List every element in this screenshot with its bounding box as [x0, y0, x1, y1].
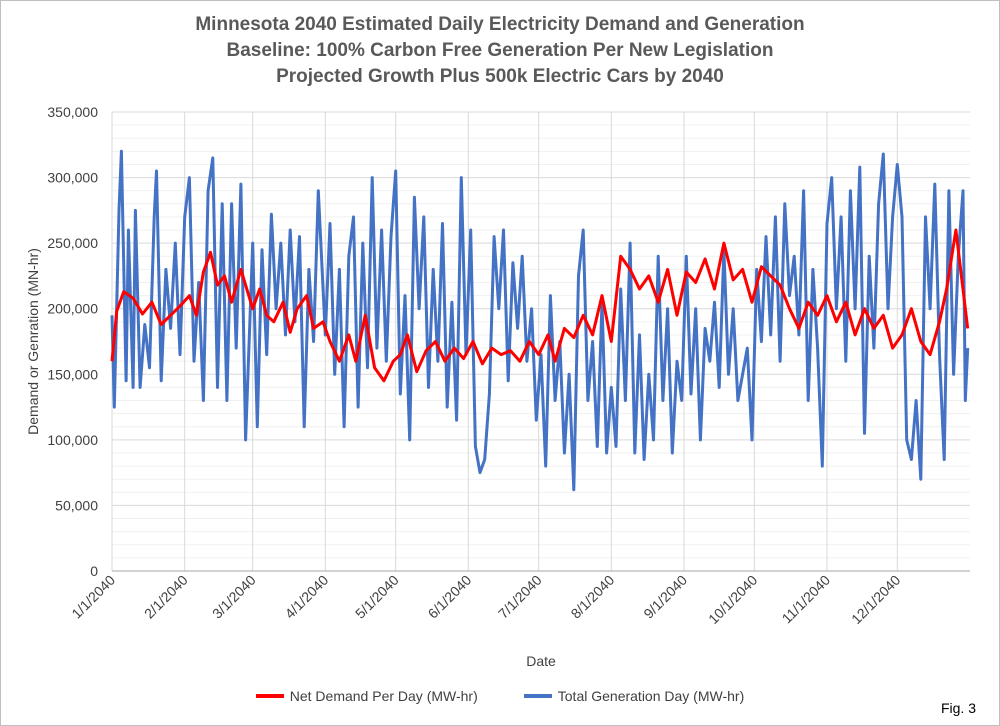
y-axis-label: Demand or Genration (MN-hr) — [25, 248, 41, 435]
legend-item-demand: Net Demand Per Day (MW-hr) — [255, 688, 478, 704]
x-tick-label: 11/1/2040 — [778, 572, 833, 627]
chart-title-line-1: Minnesota 2040 Estimated Daily Electrici… — [195, 14, 805, 35]
y-tick-label: 100,000 — [47, 432, 98, 448]
legend-label-demand: Net Demand Per Day (MW-hr) — [289, 688, 478, 704]
legend-swatch-generation — [523, 694, 552, 698]
y-tick-label: 50,000 — [55, 497, 98, 513]
series-line-net-demand — [110, 228, 970, 383]
x-tick-label: 1/1/2040 — [68, 572, 118, 622]
y-tick-label: 0 — [90, 563, 98, 579]
x-tick-label: 2/1/2040 — [141, 572, 191, 622]
y-tick-label: 300,000 — [47, 170, 98, 186]
legend-swatch-demand — [255, 694, 284, 698]
chart-title-line-3: Projected Growth Plus 500k Electric Cars… — [276, 66, 724, 87]
x-tick-label: 8/1/2040 — [568, 572, 618, 622]
x-tick-label: 5/1/2040 — [352, 572, 402, 622]
legend-label-generation: Total Generation Day (MW-hr) — [557, 688, 745, 704]
x-tick-label: 9/1/2040 — [640, 572, 690, 622]
x-tick-label: 7/1/2040 — [495, 572, 545, 622]
legend-item-generation: Total Generation Day (MW-hr) — [523, 688, 745, 704]
figure-label: Fig. 3 — [940, 700, 976, 716]
x-tick-label: 4/1/2040 — [282, 572, 332, 622]
chart-title-line-2: Baseline: 100% Carbon Free Generation Pe… — [226, 40, 774, 61]
x-tick-label: 10/1/2040 — [705, 572, 761, 628]
legend: Net Demand Per Day (MW-hr) Total Generat… — [0, 688, 1000, 704]
series-line-total-generation — [110, 149, 970, 492]
x-tick-label: 12/1/2040 — [848, 572, 904, 628]
y-tick-label: 150,000 — [47, 366, 98, 382]
x-axis-label: Date — [526, 653, 556, 669]
y-tick-label: 350,000 — [47, 104, 98, 120]
y-tick-label: 250,000 — [47, 235, 98, 251]
x-tick-label: 6/1/2040 — [425, 572, 475, 622]
x-tick-label: 3/1/2040 — [209, 572, 259, 622]
y-tick-label: 200,000 — [47, 301, 98, 317]
